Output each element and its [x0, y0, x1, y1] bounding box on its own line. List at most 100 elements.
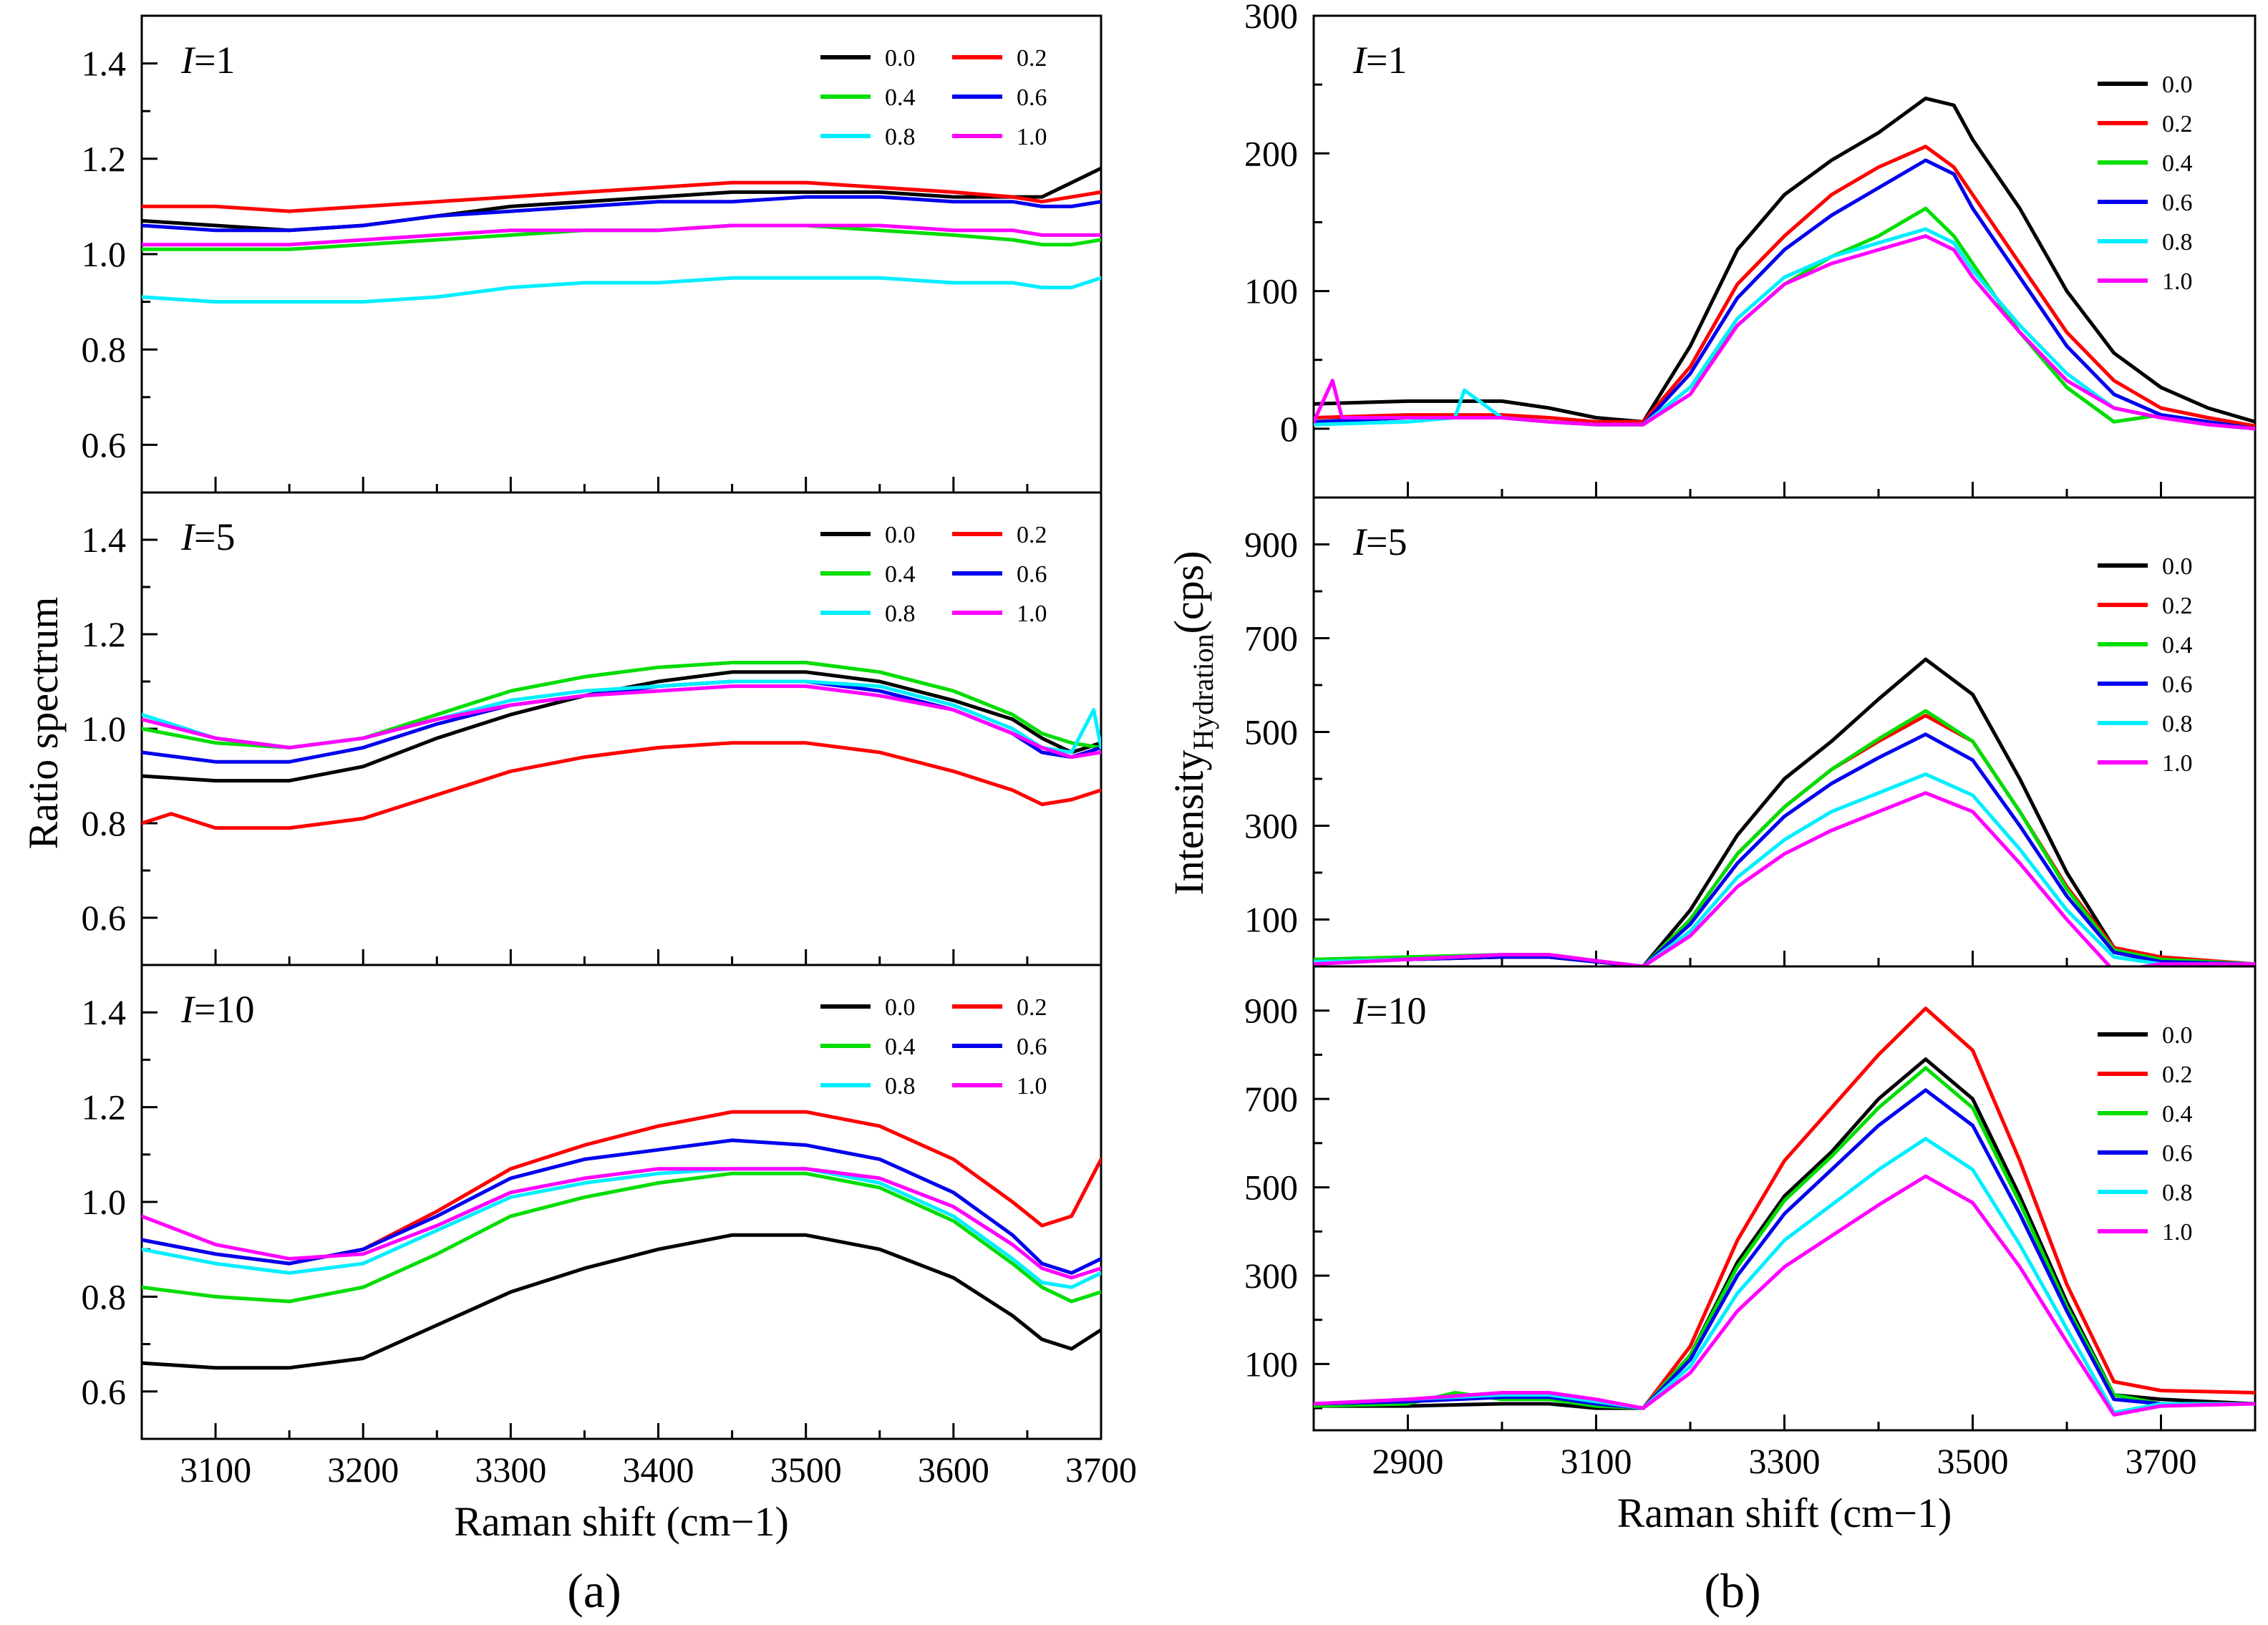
legend-label: 0.4 — [2162, 150, 2193, 177]
series-line-0-4 — [142, 1171, 1101, 1304]
legend-label: 0.8 — [885, 1073, 916, 1100]
legend-label: 0.4 — [885, 561, 916, 588]
series-line-0-2 — [142, 741, 1101, 830]
y-tick-label: 900 — [1244, 525, 1298, 565]
tag-symbol: I — [180, 39, 196, 82]
panel-a-legend-2: 0.0 0.2 0.4 0.6 0.8 1.0 — [820, 522, 1047, 627]
series-line-0-6 — [1314, 732, 2255, 966]
y-axis-title: Ratio spectrum — [20, 597, 67, 850]
x-tick-label: 3500 — [770, 1450, 842, 1490]
y-tick-label: 0.6 — [82, 425, 127, 465]
legend-label: 1.0 — [2162, 750, 2193, 777]
subplot-tag: I=1 — [180, 39, 235, 82]
subplot-tag: I=10 — [180, 988, 254, 1031]
series-line-1-0 — [1314, 1174, 2255, 1417]
panel-b-frame-2 — [1312, 496, 2257, 968]
y-tick-label: 1.0 — [82, 234, 127, 274]
panel-b-subplot-3: 100 300 500 700 900 I=10 0.0 0.2 0.4 0.6 0.8 1.0 — [1244, 965, 2257, 1432]
tag-value: =1 — [194, 39, 235, 82]
panel-b-legend-1: 0.0 0.2 0.4 0.6 0.8 1.0 — [2098, 72, 2193, 295]
series-line-1-0 — [142, 223, 1101, 247]
legend-label: 0.0 — [2162, 553, 2193, 580]
series-line-1-0 — [1314, 234, 2255, 431]
y-tick-label: 100 — [1244, 1344, 1298, 1384]
y-tick-label: 1.2 — [82, 139, 127, 179]
y-tick-label: 700 — [1244, 1079, 1298, 1119]
y-tick-label: 0.6 — [82, 898, 127, 938]
y-tick-label: 100 — [1244, 900, 1298, 940]
series-line-1-0 — [142, 1167, 1101, 1280]
panel-b: 0100200300I=10.00.20.40.60.81.0100300500… — [1166, 0, 2257, 1536]
panel-b-legend-2: 0.0 0.2 0.4 0.6 0.8 1.0 — [2098, 553, 2193, 777]
x-axis-title: Raman shift (cm−1) — [1617, 1490, 1952, 1536]
y-tick-label: 1.4 — [82, 520, 127, 560]
y-axis-title: IntensityHydration(cps) — [1166, 550, 1219, 895]
series-line-1-0 — [1314, 791, 2255, 966]
y-tick-label: 300 — [1244, 0, 1298, 36]
panel-a-legend-1: 0.0 0.2 0.4 0.6 0.8 1.0 — [820, 45, 1047, 150]
x-tick-label: 3100 — [1561, 1441, 1632, 1481]
y-tick-label: 200 — [1244, 133, 1298, 173]
legend-label: 0.8 — [2162, 1180, 2193, 1206]
tag-symbol: I — [1352, 39, 1368, 82]
y-tick-label: 1.4 — [82, 44, 127, 84]
y-axis-title-unit: (cps) — [1166, 550, 1212, 634]
y-tick-label: 0.8 — [82, 1276, 127, 1316]
legend-label: 0.4 — [2162, 1101, 2193, 1127]
legend-label: 0.8 — [885, 124, 916, 150]
y-tick-label: 1.2 — [82, 1087, 127, 1127]
x-tick-label: 3200 — [327, 1450, 399, 1490]
x-tick-label: 3700 — [1065, 1450, 1137, 1490]
legend-label: 0.0 — [2162, 1022, 2193, 1049]
panel-b-subplot-2: 100 300 500 700 900 I=5 0.0 0.2 0.4 0.6 0.8 1.0 — [1244, 496, 2257, 968]
series-line-0-8 — [1314, 772, 2255, 966]
legend-label: 1.0 — [2162, 1219, 2193, 1246]
x-tick-label: 3600 — [918, 1450, 989, 1490]
series-line-0-2 — [1314, 145, 2255, 428]
y-tick-label: 300 — [1244, 1256, 1298, 1296]
y-tick-label: 100 — [1244, 271, 1298, 311]
y-tick-label: 1.0 — [82, 1182, 127, 1222]
panel-b-frame-1 — [1312, 14, 2257, 499]
y-tick-label: 0.8 — [82, 803, 127, 843]
x-tick-label: 3300 — [1749, 1441, 1821, 1481]
legend-label: 0.2 — [2162, 1062, 2193, 1088]
y-axis-title-main: Intensity — [1166, 750, 1212, 896]
legend-label: 0.4 — [885, 84, 916, 111]
legend-label: 0.6 — [1017, 84, 1047, 111]
subplot-tag: I=10 — [1352, 989, 1426, 1032]
series-line-1-0 — [142, 684, 1101, 760]
legend-label: 0.6 — [2162, 1140, 2193, 1167]
panel-a-subplot-3: 0.6 0.8 1.0 1.2 1.4 I=10 0.0 0.2 0.4 0.6 0.8 1.0 — [82, 964, 1102, 1440]
series-line-0-6 — [1314, 1088, 2255, 1410]
subplot-tag: I=5 — [180, 515, 235, 558]
y-tick-label: 900 — [1244, 991, 1298, 1031]
panel-a-label: (a) — [567, 1563, 621, 1618]
series-line-0-6 — [142, 195, 1101, 233]
panel-a-series-group-1 — [142, 166, 1101, 304]
legend-label: 0.8 — [2162, 229, 2193, 256]
y-tick-label: 1.0 — [82, 709, 127, 749]
panel-a-subplot-1: 0.6 0.8 1.0 1.2 1.4 I=1 0.0 0.2 0.4 0.6 0.8 1.0 — [82, 14, 1102, 494]
panel-a-frame-1 — [140, 14, 1102, 494]
panel-b-subplot-1: 0 100 200 300 I=1 0.0 0.2 0.4 0.6 0.8 1.0 — [1244, 0, 2257, 499]
y-tick-label: 500 — [1244, 712, 1298, 752]
series-line-0-2 — [1314, 1006, 2255, 1410]
x-tick-label: 3300 — [475, 1450, 546, 1490]
legend-label: 0.2 — [1017, 45, 1047, 72]
panel-b-legend-3: 0.0 0.2 0.4 0.6 0.8 1.0 — [2098, 1022, 2193, 1246]
tag-symbol: I — [1352, 520, 1368, 563]
panel-b-series-group-2 — [1314, 657, 2255, 966]
legend-label: 0.2 — [2162, 111, 2193, 137]
y-tick-label: 0.8 — [82, 329, 127, 369]
legend-label: 0.4 — [885, 1034, 916, 1060]
tag-value: =5 — [1366, 520, 1407, 563]
x-tick-label: 3500 — [1937, 1441, 2009, 1481]
legend-label: 0.0 — [885, 522, 916, 548]
tag-value: =10 — [1366, 989, 1426, 1032]
legend-label: 0.0 — [2162, 72, 2193, 98]
x-tick-label: 3100 — [180, 1450, 251, 1490]
legend-label: 1.0 — [1017, 1073, 1047, 1100]
tag-value: =10 — [194, 988, 254, 1031]
